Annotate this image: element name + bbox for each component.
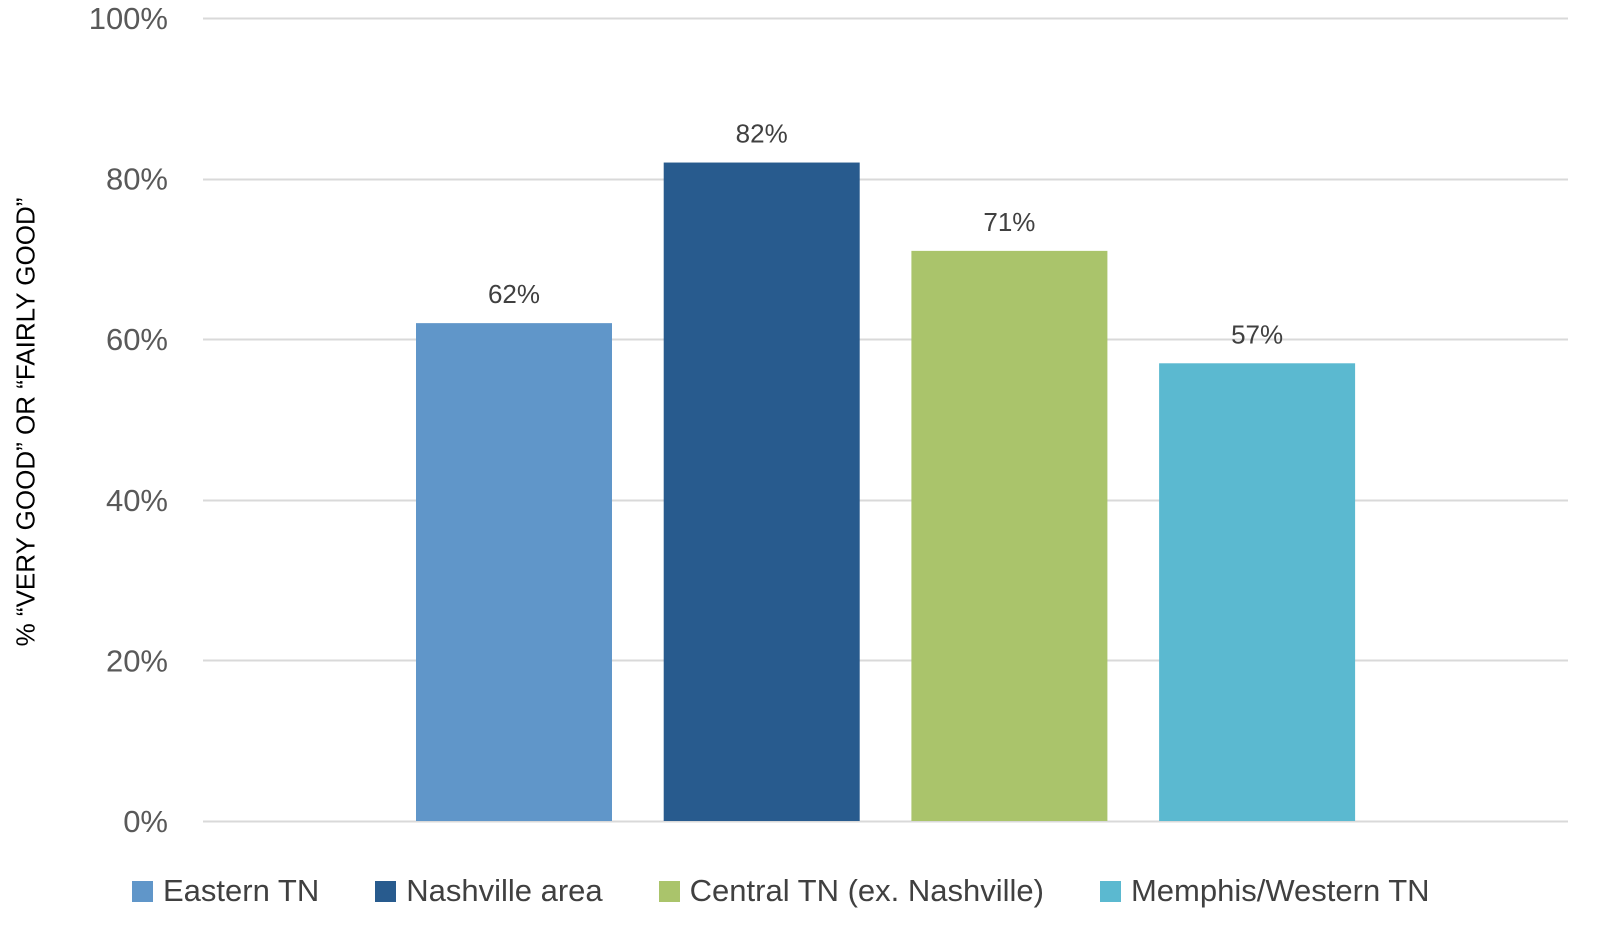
data-label: 82% (736, 119, 788, 149)
legend-item: Memphis/Western TN (1099, 873, 1430, 909)
y-tick-label: 80% (106, 162, 168, 197)
bar (416, 323, 612, 821)
legend-item: Nashville area (375, 873, 603, 909)
legend-label: Memphis/Western TN (1130, 873, 1430, 908)
y-axis-label: % “VERY GOOD” OR “FAIRLY GOOD” (10, 197, 41, 647)
y-tick-label: 40% (106, 483, 168, 518)
bar (911, 250, 1108, 821)
legend-item: Central TN (ex. Nashville) (658, 873, 1044, 909)
y-tick-label: 60% (106, 322, 168, 357)
legend-swatch (658, 880, 680, 902)
bar (1159, 363, 1356, 821)
y-tick-label: 100% (89, 1, 168, 36)
bar (663, 162, 860, 822)
y-tick-label: 0% (123, 804, 168, 839)
legend: Eastern TN Nashville area Central TN (ex. … (132, 868, 1486, 914)
legend-swatch (132, 880, 153, 902)
legend-item: Eastern TN (132, 873, 319, 909)
data-label: 62% (488, 279, 540, 309)
legend-swatch (1099, 880, 1121, 902)
data-label: 71% (983, 207, 1035, 237)
data-label: 57% (1231, 319, 1283, 349)
legend-label: Nashville area (406, 873, 603, 908)
legend-swatch (375, 880, 397, 902)
legend-label: Central TN (ex. Nashville) (689, 873, 1044, 908)
legend-label: Eastern TN (163, 873, 320, 908)
y-tick-label: 20% (106, 643, 168, 678)
